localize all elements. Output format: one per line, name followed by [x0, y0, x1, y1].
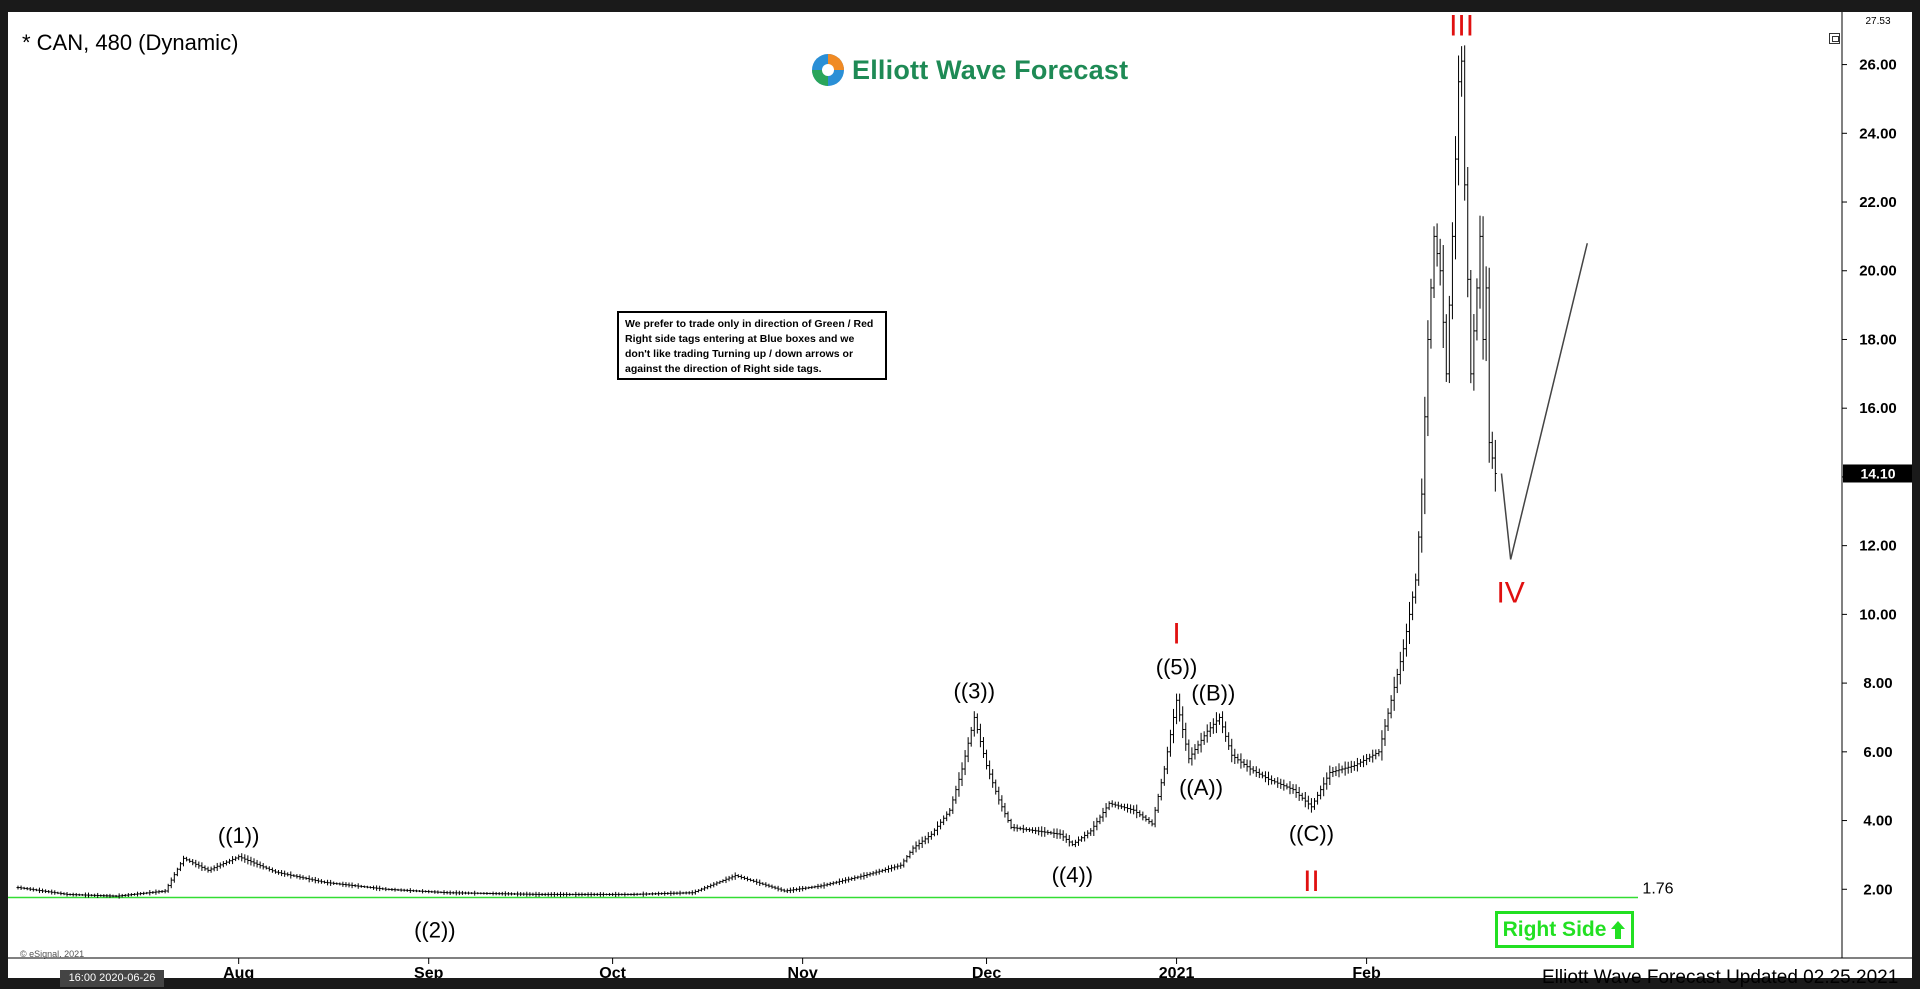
wave-label: ((3)): [954, 679, 996, 704]
chart-window: 27.532.004.006.008.0010.0012.0014.0016.0…: [8, 12, 1912, 988]
footer-updated: Elliott Wave Forecast Updated 02.25.2021: [1542, 967, 1899, 988]
y-tick-label: 20.00: [1859, 263, 1897, 280]
y-tick-label: 4.00: [1863, 813, 1892, 830]
wave-label: IV: [1496, 576, 1524, 609]
last-price-box: [1843, 464, 1912, 483]
chart-title: * CAN, 480 (Dynamic): [22, 30, 239, 55]
y-tick-label: 8.00: [1863, 675, 1892, 692]
up-arrow-icon: [1611, 920, 1626, 939]
x-tick-label: Feb: [1352, 965, 1381, 978]
wave-label: ((B)): [1191, 680, 1235, 705]
wave-label: I: [1172, 618, 1180, 651]
x-tick-label: Dec: [972, 965, 1001, 978]
swirl-logo-icon: [812, 54, 844, 86]
x-tick-label: Aug: [223, 965, 254, 978]
wave-label: ((4)): [1052, 862, 1094, 887]
right-side-tag[interactable]: Right Side: [1495, 911, 1634, 948]
y-tick-label: 12.00: [1859, 538, 1897, 555]
y-tick-label: 10.00: [1859, 606, 1897, 623]
support-label: 1.76: [1642, 881, 1673, 898]
right-side-label: Right Side: [1502, 917, 1607, 941]
y-tick-label: 18.00: [1859, 331, 1897, 348]
wave-label: ((C)): [1289, 821, 1334, 846]
x-tick-label: Nov: [788, 965, 818, 978]
date-chip: 16:00 2020-06-26: [60, 970, 164, 987]
price-chart[interactable]: 27.532.004.006.008.0010.0012.0014.0016.0…: [8, 12, 1912, 978]
logo-text: Elliott Wave Forecast: [852, 54, 1129, 85]
y-tick-label: 24.00: [1859, 125, 1897, 142]
wave-label: ((A)): [1179, 775, 1223, 800]
wave-label: III: [1449, 12, 1474, 42]
y-axis-panel: [1842, 12, 1912, 978]
x-tick-label: Oct: [599, 965, 626, 978]
trading-note: We prefer to trade only in direction of …: [617, 311, 887, 380]
y-tick-label: 6.00: [1863, 744, 1892, 761]
wave-label: ((5)): [1156, 655, 1198, 680]
y-tick-label: 22.00: [1859, 194, 1897, 211]
x-tick-label: Sep: [414, 965, 444, 978]
wave-label: ((1)): [218, 823, 260, 848]
projection-path: [1500, 243, 1589, 560]
brand-logo: Elliott Wave Forecast: [810, 50, 1128, 90]
wave-label: ((2)): [414, 917, 456, 942]
y-tick-label: 26.00: [1859, 57, 1897, 74]
last-price-label: 14.10: [1860, 465, 1895, 481]
y-top-label: 27.53: [1865, 16, 1890, 27]
window-restore-icon[interactable]: [1829, 33, 1840, 44]
x-tick-label: 2021: [1159, 965, 1195, 978]
copyright: © eSignal, 2021: [20, 949, 85, 959]
y-tick-label: 16.00: [1859, 400, 1897, 417]
y-tick-label: 2.00: [1863, 881, 1892, 898]
wave-label: II: [1303, 865, 1320, 898]
